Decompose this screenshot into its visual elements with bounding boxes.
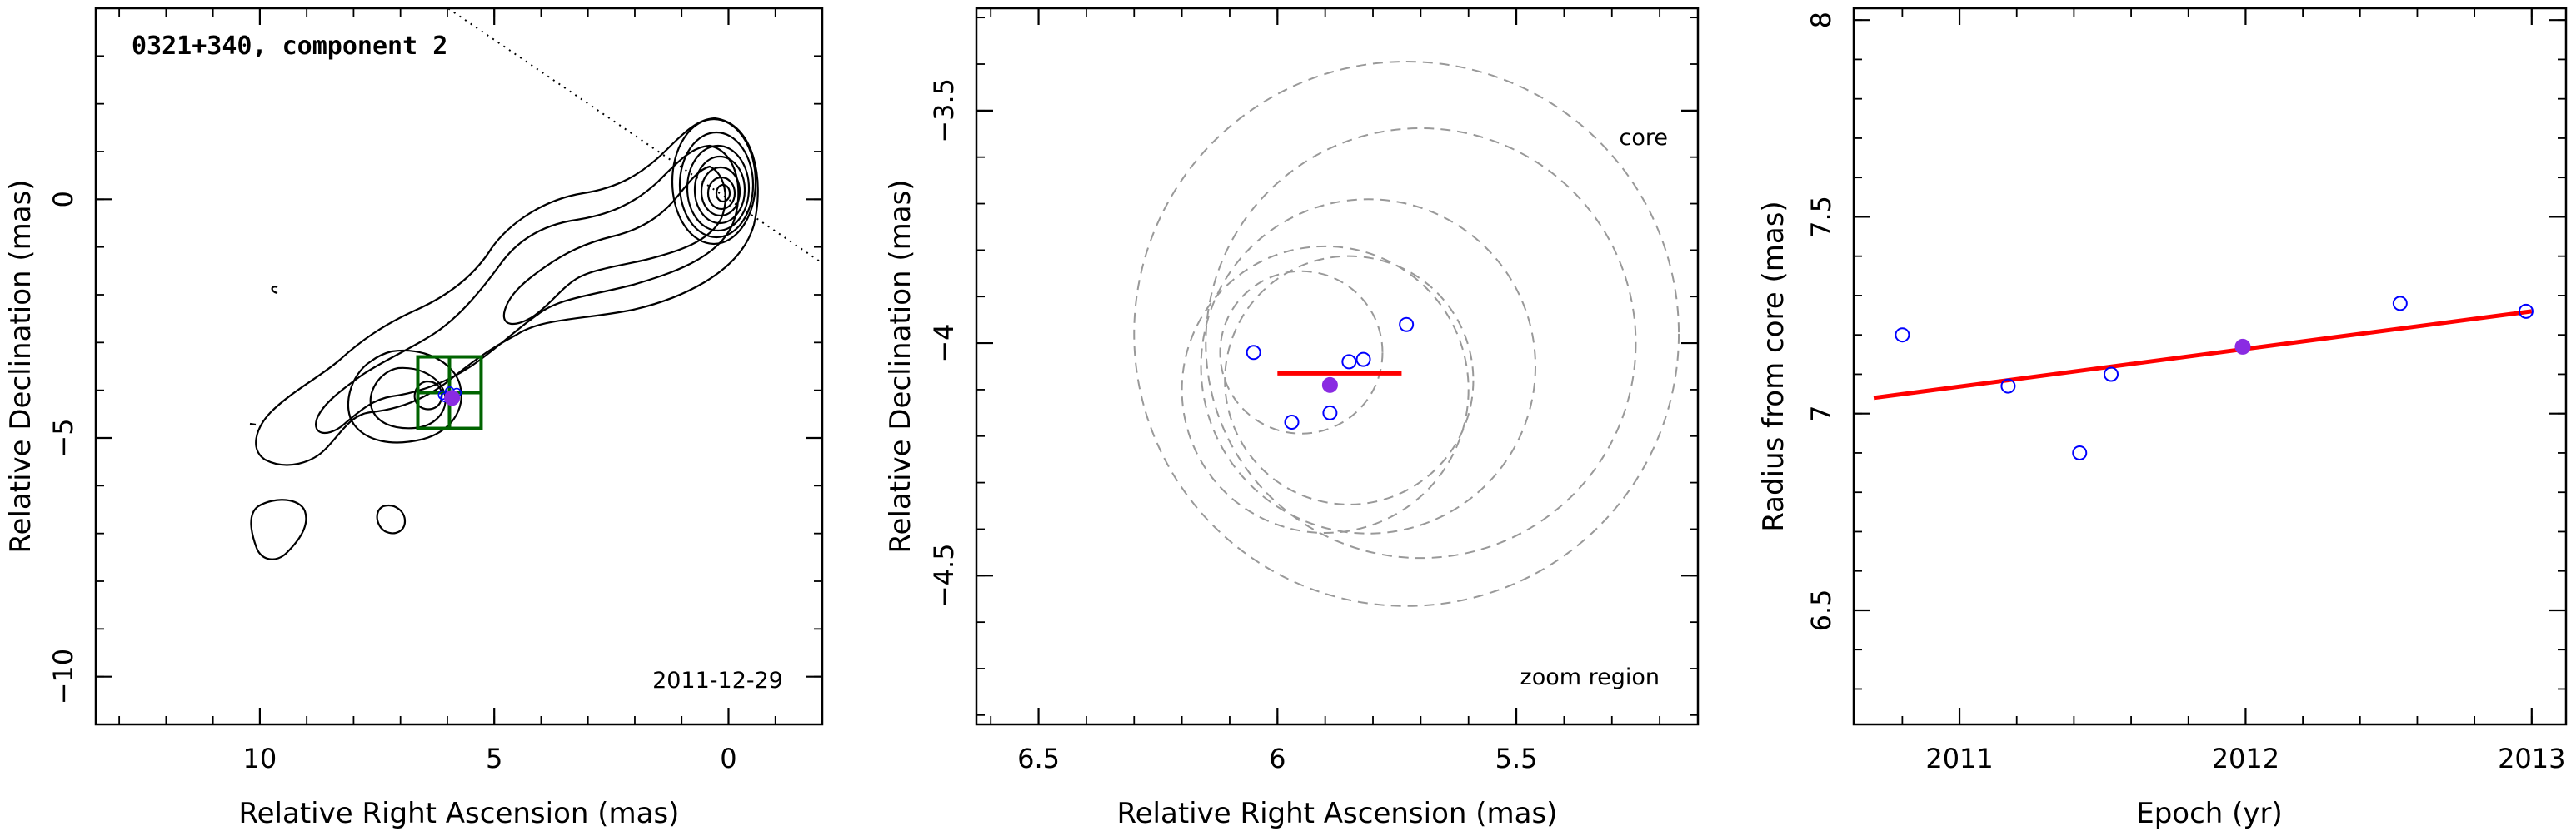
middle-y-tick-label: −4 <box>928 323 960 362</box>
left-x-axis-label: Relative Right Ascension (mas) <box>239 797 680 830</box>
middle-plot-frame <box>975 7 1700 726</box>
right-x-tick-label: 2012 <box>2212 743 2279 774</box>
epoch-radius-point <box>2072 445 2088 460</box>
right-axis-ticks: 2011 2012 2013 6.5 7 7.5 8 <box>1805 8 2566 774</box>
right-x-tick-label: 2011 <box>1925 743 1993 774</box>
middle-x-tick-label: 5.5 <box>1495 743 1538 774</box>
left-x-tick-label: 5 <box>486 743 502 774</box>
right-y-tick-label: 7.5 <box>1805 196 1837 238</box>
error-circle <box>1200 198 1537 535</box>
error-circle <box>1205 127 1637 560</box>
radio-contours <box>249 117 759 560</box>
right-plot-frame <box>1852 7 2568 726</box>
left-axis-ticks: 10 5 0 0 −5 −10 <box>47 7 823 774</box>
left-y-tick-label: 0 <box>47 191 79 207</box>
component-position <box>1284 415 1300 430</box>
left-y-tick-label: −10 <box>47 649 79 705</box>
error-circle <box>1181 245 1470 534</box>
left-panel: 10 5 0 0 −5 −10 <box>4 7 824 830</box>
epoch-radius-point <box>2104 366 2119 382</box>
component-current-position <box>444 390 461 406</box>
left-title: 0321+340, component 2 <box>132 32 447 61</box>
right-y-axis-label: Radius from core (mas) <box>1757 201 1790 531</box>
component-position <box>1246 345 1261 361</box>
epoch-radius-point <box>1895 327 1910 343</box>
middle-panel: 6.5 6 5.5 −3.5 −4 −4.5 core zoom region Relat… <box>884 7 1700 830</box>
left-y-tick-label: −5 <box>47 418 79 457</box>
current-epoch-point <box>2234 338 2251 355</box>
middle-points <box>1246 316 1415 430</box>
component-position <box>1355 351 1371 367</box>
right-y-tick-label: 6.5 <box>1805 590 1837 632</box>
left-y-axis-label: Relative Declination (mas) <box>4 179 37 553</box>
fit-line <box>1873 309 2533 401</box>
epoch-label: 2011-12-29 <box>652 668 783 694</box>
left-x-tick-label: 10 <box>243 743 277 774</box>
middle-x-tick-label: 6 <box>1269 743 1286 774</box>
middle-x-tick-label: 6.5 <box>1017 743 1060 774</box>
right-x-axis-label: Epoch (yr) <box>2136 797 2283 830</box>
component-position <box>1322 405 1338 420</box>
epoch-radius-point <box>2000 378 2016 394</box>
left-components <box>437 386 462 406</box>
component-position <box>1399 316 1415 332</box>
error-circle <box>1219 270 1384 435</box>
epoch-radius-point <box>2392 296 2408 311</box>
right-panel: 2011 2012 2013 6.5 7 7.5 8 Epoch (yr) Radius f… <box>1757 7 2568 830</box>
right-points <box>1895 296 2534 460</box>
zoom-region-annotation: zoom region <box>1520 664 1660 690</box>
component-current-position <box>1321 376 1338 393</box>
middle-axis-ticks: 6.5 6 5.5 −3.5 −4 −4.5 <box>928 8 1698 774</box>
error-circle <box>1224 255 1475 505</box>
epoch-radius-point <box>2518 303 2534 319</box>
error-circle <box>1133 61 1680 607</box>
left-plot-frame <box>94 7 824 726</box>
middle-y-axis-label: Relative Declination (mas) <box>884 179 917 553</box>
middle-x-axis-label: Relative Right Ascension (mas) <box>1117 797 1558 830</box>
right-x-tick-label: 2013 <box>2498 743 2565 774</box>
middle-y-tick-label: −3.5 <box>928 78 960 143</box>
right-y-tick-label: 7 <box>1805 406 1837 422</box>
middle-y-tick-label: −4.5 <box>928 543 960 608</box>
right-y-tick-label: 8 <box>1805 12 1837 28</box>
core-annotation: core <box>1620 125 1668 151</box>
left-x-tick-label: 0 <box>720 743 736 774</box>
component-position <box>1341 354 1357 370</box>
error-circles <box>1133 61 1680 607</box>
